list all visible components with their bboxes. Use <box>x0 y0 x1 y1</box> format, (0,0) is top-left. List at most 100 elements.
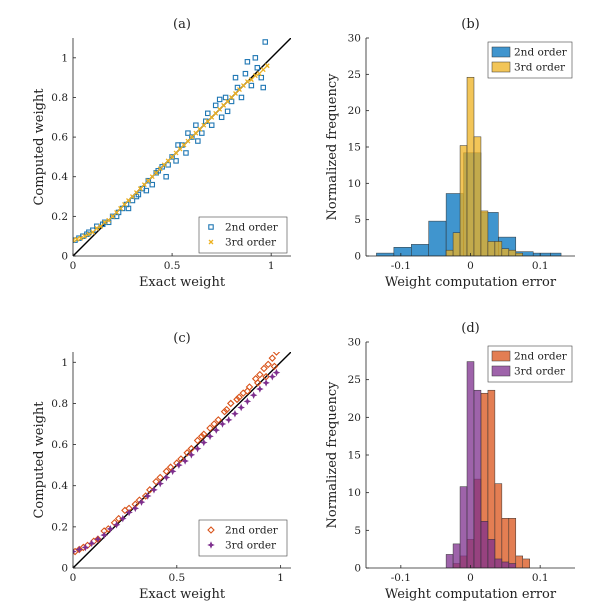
data-point <box>193 444 202 453</box>
data-point <box>225 98 231 104</box>
histogram-bar <box>393 247 412 256</box>
data-point <box>235 393 243 402</box>
histogram-bar <box>508 518 517 568</box>
data-point <box>272 368 281 377</box>
x-tick-label: 1 <box>268 260 275 272</box>
data-point <box>135 191 142 198</box>
y-tick-label: 15 <box>348 142 361 154</box>
data-point <box>260 364 268 373</box>
data-point <box>73 547 77 556</box>
legend: 2nd order 3rd order <box>487 41 573 79</box>
data-point <box>260 67 266 73</box>
data-point <box>181 142 187 148</box>
data-point <box>208 122 215 128</box>
data-point <box>106 217 112 223</box>
data-point <box>264 63 270 69</box>
data-point <box>75 545 83 554</box>
data-point <box>254 379 262 387</box>
reference-line <box>73 352 291 568</box>
histogram-bar <box>501 561 510 568</box>
data-point <box>264 360 272 369</box>
histogram-bar <box>445 554 454 568</box>
data-point <box>249 391 258 399</box>
x-tick-label: -0.1 <box>391 260 411 272</box>
y-tick-label: 0.6 <box>51 439 68 451</box>
panel-title: (c) <box>173 331 190 346</box>
y-tick-label: 30 <box>348 33 361 45</box>
data-point <box>256 370 264 379</box>
data-point <box>131 504 140 513</box>
y-tick-label: 0.8 <box>51 92 68 104</box>
legend-marker <box>208 224 214 230</box>
y-tick-label: 15 <box>348 450 361 462</box>
y-tick-label: 5 <box>354 214 361 226</box>
y-tick-label: 30 <box>348 337 361 349</box>
histogram-bar <box>522 558 530 568</box>
plot-area <box>376 76 562 256</box>
histogram-bar <box>494 558 503 568</box>
data-point <box>224 108 231 115</box>
data-point <box>222 405 231 414</box>
data-point <box>175 461 183 469</box>
chart-panel-3: 0 0.5 1 0 0.2 0.4 0.6 0.8 1 (c) Exact weight Comput… <box>32 331 291 602</box>
data-point <box>224 416 233 424</box>
data-point <box>183 449 191 457</box>
data-point <box>205 118 211 124</box>
data-point <box>185 138 191 144</box>
y-tick-label: 0 <box>61 563 68 575</box>
data-point <box>243 387 252 395</box>
y-tick-label: 0 <box>354 251 361 263</box>
y-tick-label: 0.6 <box>51 132 68 144</box>
histogram-bar <box>466 76 475 256</box>
data-point <box>229 94 235 100</box>
y-axis-label: Normalized frequency <box>325 381 340 529</box>
y-tick-label: 25 <box>348 69 361 81</box>
x-tick-label: -0.1 <box>391 572 411 584</box>
data-point <box>125 205 132 212</box>
data-point <box>201 122 207 128</box>
x-tick-label: 0.1 <box>532 260 549 272</box>
data-point <box>145 177 152 184</box>
data-point <box>214 416 223 424</box>
histogram-bar <box>466 361 475 568</box>
y-tick-label: 0.4 <box>51 171 68 183</box>
histogram-bar <box>501 518 510 568</box>
data-point <box>209 114 215 120</box>
data-point <box>155 168 161 174</box>
data-point <box>145 178 151 184</box>
x-tick-label: 0.1 <box>532 572 549 584</box>
data-point <box>232 74 239 81</box>
panel-title: (b) <box>461 17 479 32</box>
histogram-bar <box>376 252 395 256</box>
data-point <box>222 94 229 101</box>
data-point <box>193 436 202 445</box>
y-tick-label: 10 <box>348 487 361 499</box>
histogram-bar <box>487 241 496 256</box>
data-point <box>129 197 136 204</box>
y-axis-label: Normalized frequency <box>325 73 340 221</box>
histogram-bar <box>494 483 503 568</box>
x-tick-label: 1 <box>277 572 284 584</box>
legend-entry-label: 3rd order <box>514 62 566 74</box>
data-point <box>252 73 258 79</box>
data-point <box>244 79 250 85</box>
legend-entry-label: 3rd order <box>225 237 277 249</box>
data-point <box>193 122 199 128</box>
histogram-bar <box>501 248 510 256</box>
data-point <box>252 55 259 61</box>
data-point <box>100 531 108 539</box>
legend-swatch <box>491 46 511 58</box>
data-point <box>242 70 249 77</box>
data-point <box>169 154 175 160</box>
data-point <box>73 237 76 243</box>
data-point <box>185 130 191 136</box>
x-tick-label: 0 <box>70 572 77 584</box>
series-2 <box>73 368 281 556</box>
histogram-bar <box>459 145 468 256</box>
y-tick-label: 20 <box>348 105 361 117</box>
data-point <box>206 432 214 441</box>
data-point <box>210 420 218 428</box>
x-tick-label: 0.5 <box>164 260 181 272</box>
histogram-bar <box>480 521 489 568</box>
data-point <box>195 138 201 144</box>
